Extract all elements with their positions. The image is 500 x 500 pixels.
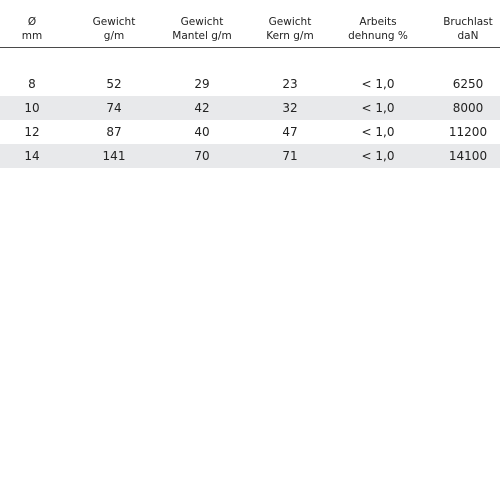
cell-breaking-load: 6250 [452,77,484,91]
cell-diameter: 12 [24,125,40,139]
cell-weight-core: 32 [282,101,298,115]
cell-weight-sheath: 70 [194,149,210,163]
cell-diameter: 8 [28,77,36,91]
cell-breaking-load: 14100 [448,149,488,163]
cell-weight-core: 23 [282,77,298,91]
cell-working-elongation: < 1,0 [361,149,395,163]
cell-weight-core: 47 [282,125,298,139]
cell-weight-sheath: 40 [194,125,210,139]
cell-weight-sheath: 29 [194,77,210,91]
cell-breaking-load: 11200 [448,125,488,139]
cell-weight-core: 71 [282,149,298,163]
cell-working-elongation: < 1,0 [361,125,395,139]
header-weight: Gewicht g/m [92,16,136,42]
table-row: 10 74 42 32 < 1,0 8000 [0,96,500,120]
header-breaking-load: Bruchlast daN [443,16,493,42]
header-weight-core: Gewicht Kern g/m [266,16,314,42]
table-row: 12 87 40 47 < 1,0 11200 [0,120,500,144]
header-spacer [0,48,500,72]
cell-breaking-load: 8000 [452,101,484,115]
header-diameter: Ø mm [21,16,43,42]
cell-weight: 52 [106,77,122,91]
cell-working-elongation: < 1,0 [361,101,395,115]
table-row: 14 141 70 71 < 1,0 14100 [0,144,500,168]
cell-weight: 74 [106,101,122,115]
cell-diameter: 14 [24,149,40,163]
cell-weight: 141 [102,149,126,163]
cell-weight: 87 [106,125,122,139]
table-row: 8 52 29 23 < 1,0 6250 [0,72,500,96]
header-weight-sheath: Gewicht Mantel g/m [172,16,232,42]
cell-weight-sheath: 42 [194,101,210,115]
spec-table: Ø mm Gewicht g/m Gewicht Mantel g/m Gewi… [0,0,500,168]
header-working-elongation: Arbeits dehnung % [348,16,408,42]
table-header-row: Ø mm Gewicht g/m Gewicht Mantel g/m Gewi… [0,0,500,48]
cell-diameter: 10 [24,101,40,115]
cell-working-elongation: < 1,0 [361,77,395,91]
